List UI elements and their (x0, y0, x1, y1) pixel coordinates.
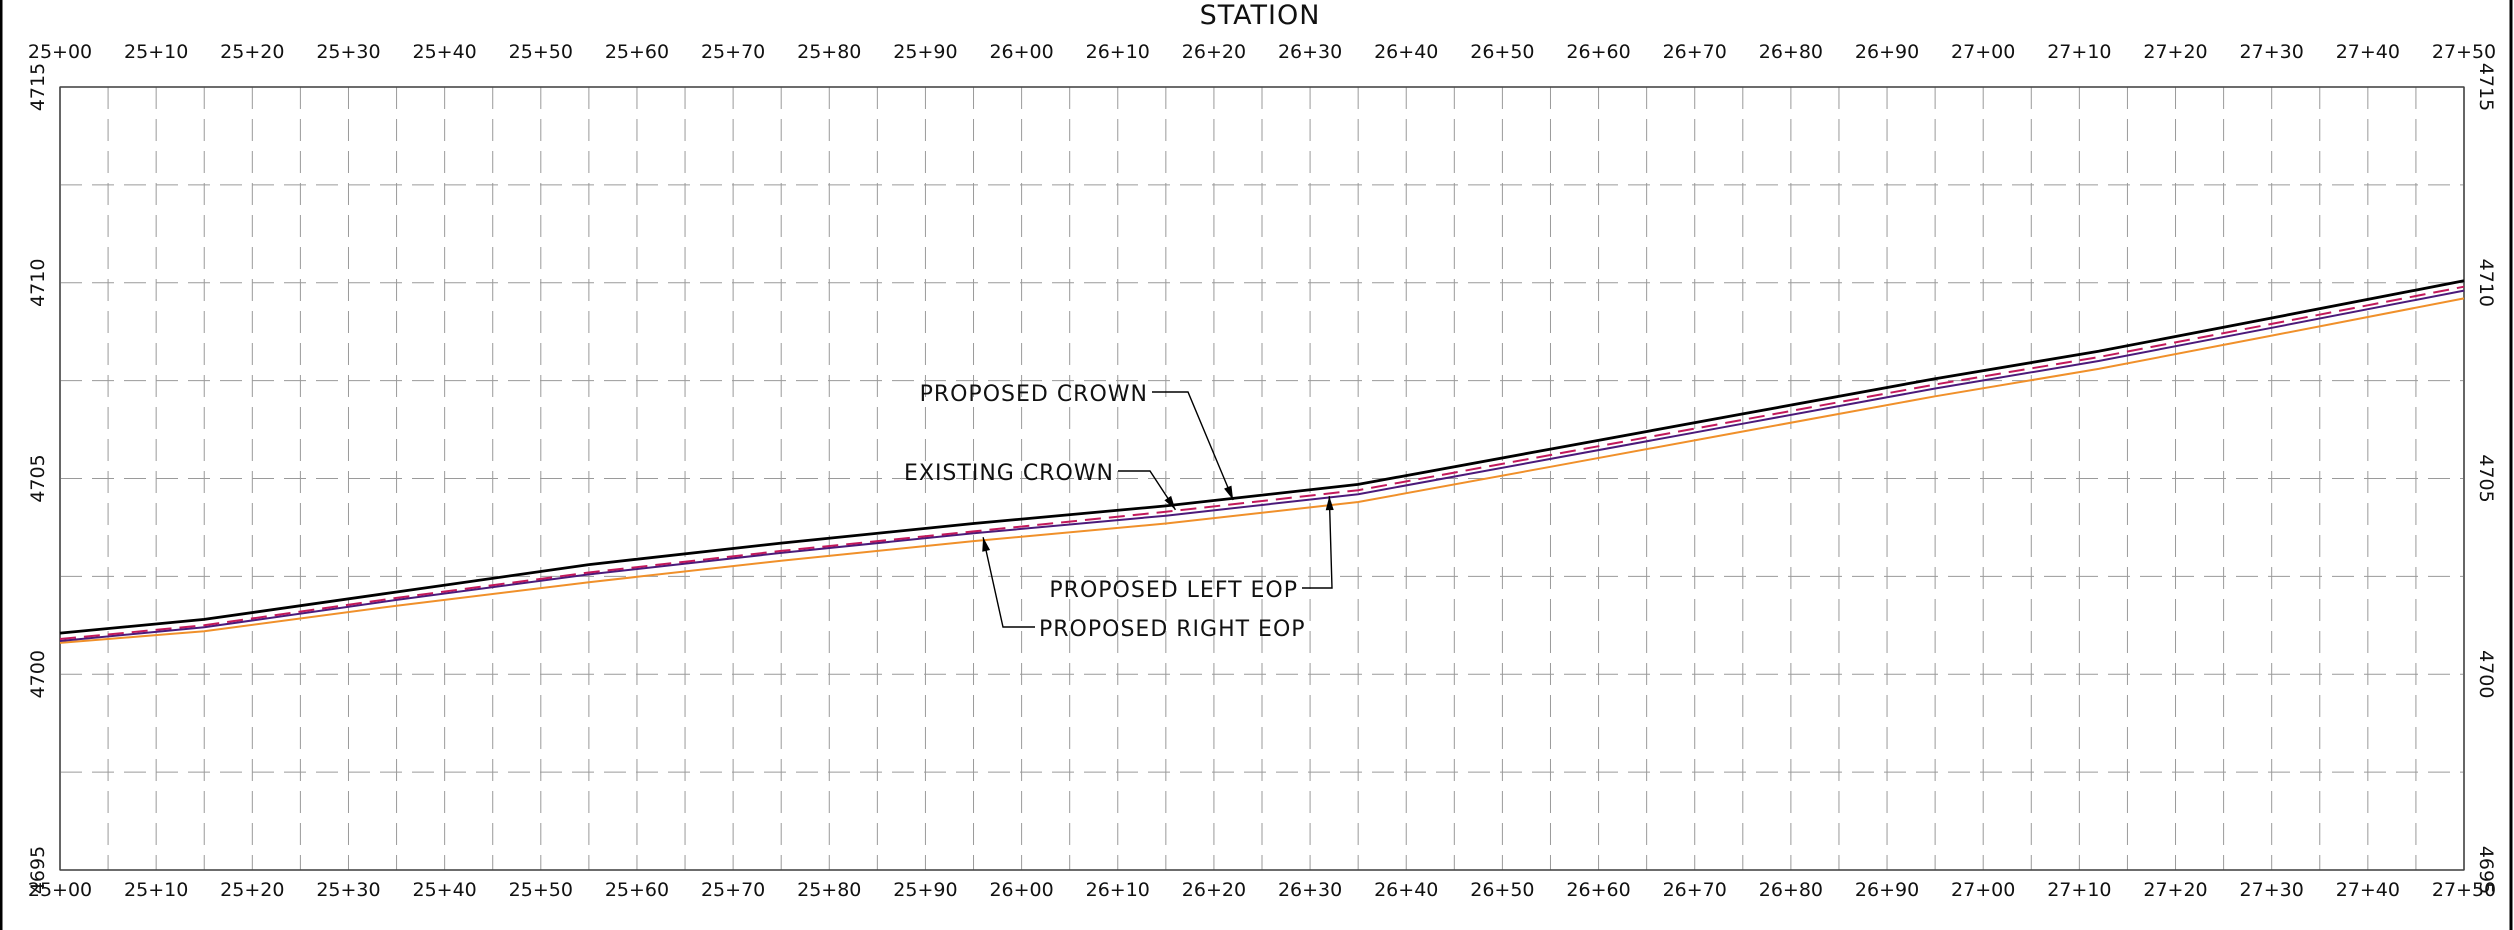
series-line-proposed-left-eop (59, 289, 2465, 642)
x-tick-label-bottom: 26+10 (1086, 879, 1150, 901)
x-tick-label-bottom: 26+20 (1182, 879, 1246, 901)
x-tick-label-top: 26+10 (1086, 41, 1150, 63)
x-tick-label-bottom: 25+90 (893, 879, 957, 901)
x-tick-label-bottom: 27+50 (2432, 879, 2496, 901)
x-tick-label-top: 26+00 (989, 41, 1053, 63)
annotation-leader (1152, 391, 1234, 501)
x-tick-label-top: 27+50 (2432, 41, 2496, 63)
x-tick-label-top: 26+50 (1470, 41, 1534, 63)
plot-frame (59, 86, 2465, 871)
x-tick-label-bottom: 25+40 (412, 879, 476, 901)
x-tick-label-bottom: 27+20 (2143, 879, 2207, 901)
x-tick-label-bottom: 26+90 (1855, 879, 1919, 901)
y-tick-label-right: 4715 (2475, 63, 2497, 111)
y-tick-label-left: 4715 (27, 63, 49, 111)
x-tick-label-bottom: 25+10 (124, 879, 188, 901)
x-tick-label-bottom: 25+30 (316, 879, 380, 901)
x-tick-label-bottom: 25+00 (28, 879, 92, 901)
y-tick-label-left: 4705 (27, 454, 49, 502)
annotation-arrowhead (1164, 495, 1176, 510)
x-tick-label-top: 26+40 (1374, 41, 1438, 63)
annotation-label: PROPOSED CROWN (920, 382, 1148, 407)
y-tick-label-right: 4705 (2475, 454, 2497, 502)
series-line-existing-crown (59, 285, 2465, 640)
x-tick-labels: 25+00 25+00 25+10 25+10 25+20 25+20 25+30 25+30… (28, 41, 2496, 901)
x-tick-label-bottom: 25+80 (797, 879, 861, 901)
x-tick-label-top: 26+70 (1663, 41, 1727, 63)
annotations: PROPOSED CROWN EXISTING CROWN PROPOSED LEF… (904, 382, 1334, 642)
x-tick-label-top: 25+70 (701, 41, 765, 63)
annotation-leader (1118, 470, 1177, 511)
x-tick-label-top: 25+80 (797, 41, 861, 63)
x-tick-label-bottom: 27+10 (2047, 879, 2111, 901)
x-tick-label-top: 25+10 (124, 41, 188, 63)
x-tick-label-top: 25+90 (893, 41, 957, 63)
x-tick-label-top: 27+30 (2240, 41, 2304, 63)
y-tick-label-left: 4700 (27, 650, 49, 698)
y-tick-labels: 4695 4695 4700 4700 4705 4705 4710 4710 4715 4715 (27, 63, 2497, 894)
x-tick-label-top: 25+40 (412, 41, 476, 63)
y-tick-label-left: 4695 (27, 846, 49, 894)
x-tick-label-bottom: 26+00 (989, 879, 1053, 901)
x-tick-label-top: 27+20 (2143, 41, 2207, 63)
x-tick-label-top: 26+90 (1855, 41, 1919, 63)
x-tick-label-bottom: 25+20 (220, 879, 284, 901)
grid-lines (59, 86, 2465, 871)
series-line-proposed-crown (59, 279, 2465, 635)
x-tick-label-top: 27+10 (2047, 41, 2111, 63)
annotation-leader (982, 537, 1035, 628)
x-tick-label-bottom: 27+00 (1951, 879, 2015, 901)
y-tick-label-right: 4700 (2475, 650, 2497, 698)
annotation-arrowhead (1224, 485, 1234, 501)
x-tick-label-top: 27+00 (1951, 41, 2015, 63)
annotation-label: PROPOSED LEFT EOP (1049, 578, 1298, 603)
x-tick-label-bottom: 25+50 (509, 879, 573, 901)
x-tick-label-top: 25+20 (220, 41, 284, 63)
y-tick-label-right: 4695 (2475, 846, 2497, 894)
x-tick-label-bottom: 26+30 (1278, 879, 1342, 901)
x-tick-label-top: 26+20 (1182, 41, 1246, 63)
annotation-label: EXISTING CROWN (904, 461, 1114, 486)
x-tick-label-bottom: 25+60 (605, 879, 669, 901)
x-tick-label-bottom: 27+30 (2240, 879, 2304, 901)
y-tick-label-left: 4710 (27, 259, 49, 307)
x-tick-label-top: 25+50 (509, 41, 573, 63)
x-tick-label-top: 25+60 (605, 41, 669, 63)
series-lines (59, 279, 2465, 644)
x-tick-label-bottom: 26+40 (1374, 879, 1438, 901)
x-tick-label-top: 26+80 (1759, 41, 1823, 63)
x-tick-label-bottom: 26+70 (1663, 879, 1727, 901)
x-tick-label-bottom: 26+60 (1566, 879, 1630, 901)
x-tick-label-bottom: 27+40 (2336, 879, 2400, 901)
chart-title: STATION (1200, 0, 1321, 31)
x-tick-label-top: 25+30 (316, 41, 380, 63)
x-tick-label-top: 25+00 (28, 41, 92, 63)
annotation-arrowhead (982, 537, 991, 552)
x-tick-label-bottom: 26+80 (1759, 879, 1823, 901)
series-line-proposed-right-eop (59, 297, 2465, 644)
plot-frame-rect (59, 86, 2465, 871)
x-tick-label-bottom: 25+70 (701, 879, 765, 901)
x-tick-label-bottom: 26+50 (1470, 879, 1534, 901)
annotation-arrowhead (1325, 496, 1334, 511)
annotation-label: PROPOSED RIGHT EOP (1039, 617, 1306, 642)
x-tick-label-top: 26+60 (1566, 41, 1630, 63)
x-tick-label-top: 26+30 (1278, 41, 1342, 63)
y-tick-label-right: 4710 (2475, 259, 2497, 307)
annotation-leader (1302, 496, 1333, 589)
x-tick-label-top: 27+40 (2336, 41, 2400, 63)
